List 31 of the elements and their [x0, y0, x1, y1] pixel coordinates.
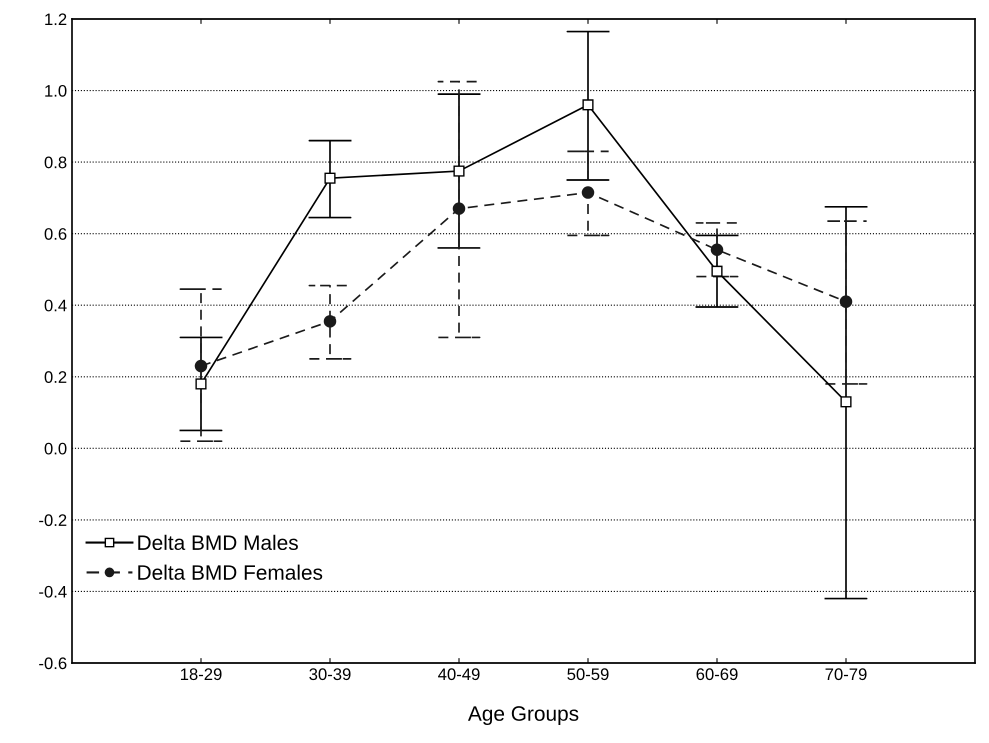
point — [582, 186, 594, 199]
point — [324, 315, 336, 328]
x-tick-label: 60-69 — [696, 668, 738, 680]
point — [324, 172, 336, 184]
x-tick-label: 18-29 — [180, 668, 222, 680]
legend-label: Delta BMD Females — [138, 564, 322, 580]
point — [452, 202, 466, 215]
y-tick-label: 0.0 — [44, 442, 66, 455]
point — [710, 244, 724, 256]
y-tick-label: 1.0 — [45, 84, 66, 97]
x-tick-label: 70-79 — [826, 668, 867, 680]
x-tick-label: 30-39 — [309, 668, 351, 680]
y-tick-label: -0.6 — [39, 657, 66, 670]
y-tick-label: 0.8 — [44, 156, 66, 168]
point — [582, 99, 594, 110]
point — [840, 396, 852, 408]
x-tick-label: 40-49 — [438, 668, 480, 680]
point — [195, 378, 207, 390]
point — [840, 295, 852, 308]
y-tick-label: -0.2 — [39, 514, 66, 526]
y-tick-label: 1.2 — [45, 13, 66, 26]
legend-label: Delta BMD Males — [138, 534, 298, 550]
y-tick-label: -0.4 — [39, 586, 67, 598]
y-tick-label: 0.2 — [44, 371, 66, 383]
y-tick-label: 0.6 — [44, 228, 66, 240]
point — [194, 360, 208, 372]
x-tick-label: 50-59 — [567, 668, 609, 680]
point — [453, 166, 465, 177]
point — [711, 266, 723, 277]
x-axis-title: Age Groups — [468, 706, 578, 726]
y-tick-label: 0.4 — [44, 300, 67, 312]
